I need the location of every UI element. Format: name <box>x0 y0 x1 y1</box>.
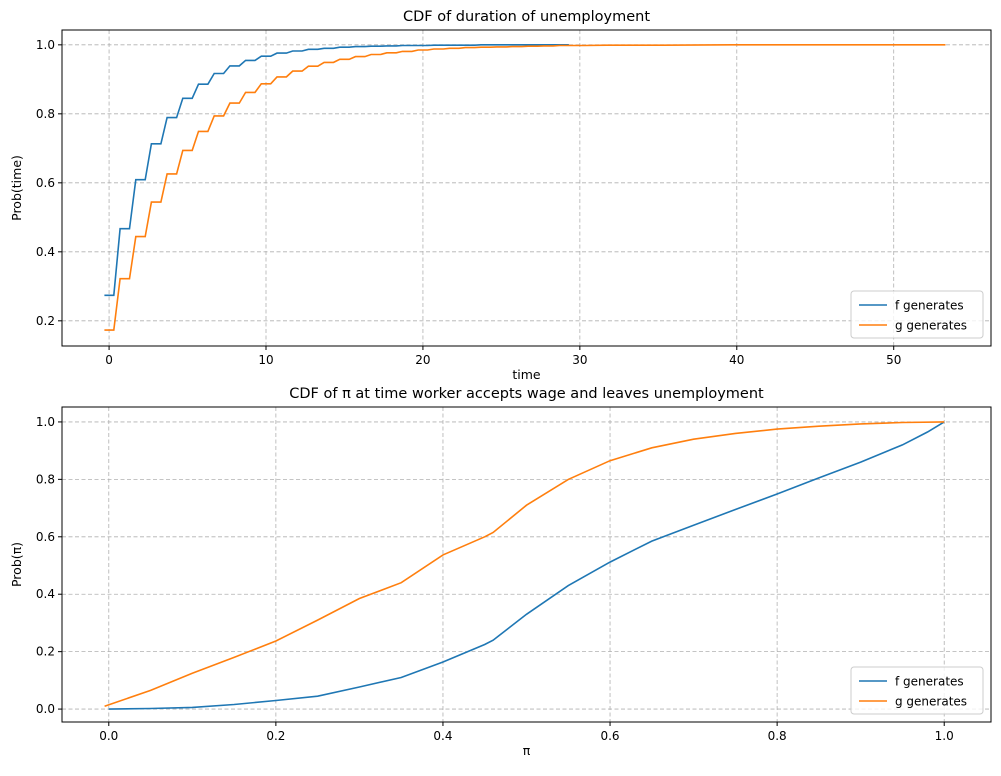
legend-label: g generates <box>895 319 967 333</box>
x-tick-label: 30 <box>572 353 587 367</box>
y-tick-label: 0.2 <box>36 645 55 659</box>
chart-2: 0.0 0.2 0.4 0.6 0.8 1.0 0.0 0.2 0.4 0.6 0.8 1.0 CDF … <box>9 386 992 758</box>
legend: f generates g generates <box>850 290 984 339</box>
legend-label: f generates <box>895 675 964 689</box>
x-tick-label: 20 <box>415 353 430 367</box>
x-tick-label: 1.0 <box>935 729 954 743</box>
x-tick-label: 0.4 <box>433 729 452 743</box>
axes-frame <box>61 29 992 347</box>
chart-title: CDF of π at time worker accepts wage and… <box>289 386 764 402</box>
x-axis-label: π <box>523 743 531 758</box>
series-line-g <box>104 43 946 331</box>
axes-frame <box>61 406 992 723</box>
y-tick-label: 0.4 <box>36 245 55 259</box>
y-tick-label: 1.0 <box>36 38 55 52</box>
legend-label: g generates <box>895 695 967 709</box>
x-tick-label: 0 <box>105 353 113 367</box>
chart-title: CDF of duration of unemployment <box>403 9 650 25</box>
y-tick-label: 0.6 <box>36 530 55 544</box>
y-tick-label: 0.2 <box>36 314 55 328</box>
legend-box <box>850 290 984 339</box>
x-tick-label: 0.0 <box>99 729 118 743</box>
chart-1: 0 10 20 30 40 50 0.2 0.4 0.6 0.8 1.0 CDF of duratio… <box>9 9 992 382</box>
y-tick-label: 1.0 <box>36 415 55 429</box>
y-tick-label: 0.8 <box>36 107 55 121</box>
legend-label: f generates <box>895 299 964 313</box>
x-tick-label: 0.6 <box>600 729 619 743</box>
series-line-f <box>108 421 945 710</box>
y-tick-label: 0.8 <box>36 472 55 486</box>
x-tick-label: 40 <box>729 353 744 367</box>
x-tick-label: 0.2 <box>266 729 285 743</box>
y-tick-label: 0.0 <box>36 702 55 716</box>
x-axis-label: time <box>512 367 541 382</box>
series-line-g <box>104 421 945 707</box>
x-tick-label: 0.8 <box>768 729 787 743</box>
x-tick-label: 50 <box>886 353 901 367</box>
y-tick-label: 0.6 <box>36 176 55 190</box>
y-axis-label: Prob(time) <box>9 155 24 221</box>
series-line-f <box>104 43 569 297</box>
legend: f generates g generates <box>850 666 984 715</box>
y-tick-label: 0.4 <box>36 587 55 601</box>
y-axis-label: Prob(π) <box>9 542 24 587</box>
x-tick-label: 10 <box>258 353 273 367</box>
legend-box <box>850 666 984 715</box>
